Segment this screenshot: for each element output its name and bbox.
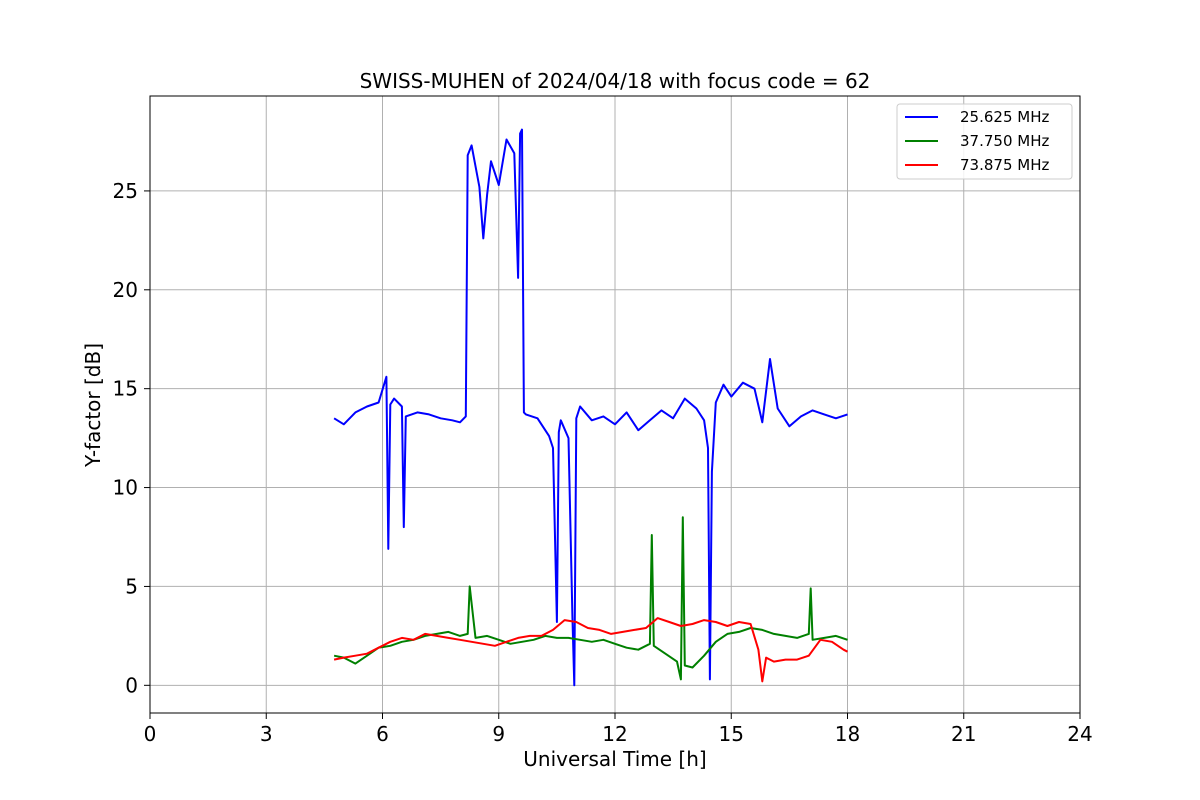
x-tick-label: 24 bbox=[1067, 722, 1092, 746]
x-tick-label: 9 bbox=[492, 722, 505, 746]
y-axis-label: Y-factor [dB] bbox=[81, 343, 105, 468]
legend-frame bbox=[896, 103, 1073, 180]
y-tick-label: 10 bbox=[113, 476, 138, 500]
x-axis-label: Universal Time [h] bbox=[523, 747, 706, 771]
x-axis-ticks: 0 3 6 9 12 15 18 21 24 bbox=[144, 713, 1093, 746]
y-tick-label: 5 bbox=[125, 574, 138, 598]
y-tick-label: 0 bbox=[125, 673, 138, 697]
y-tick-label: 15 bbox=[113, 377, 138, 401]
x-tick-label: 6 bbox=[376, 722, 389, 746]
series-layer bbox=[333, 128, 848, 687]
chart-title: SWISS-MUHEN of 2024/04/18 with focus cod… bbox=[360, 69, 871, 93]
x-tick-label: 3 bbox=[260, 722, 273, 746]
y-tick-label: 25 bbox=[113, 179, 138, 203]
x-tick-label: 21 bbox=[951, 722, 976, 746]
x-tick-label: 18 bbox=[835, 722, 860, 746]
y-axis-ticks: 0 5 10 15 20 25 bbox=[113, 179, 150, 697]
x-tick-label: 0 bbox=[144, 722, 157, 746]
legend-entry-37mhz: 37.750 MHz bbox=[960, 132, 1049, 150]
series-25mhz-line bbox=[333, 128, 848, 687]
legend: 25.625 MHz 37.750 MHz 73.875 MHz bbox=[896, 103, 1073, 180]
y-tick-label: 20 bbox=[113, 278, 138, 302]
legend-entry-25mhz: 25.625 MHz bbox=[960, 108, 1049, 126]
x-tick-label: 15 bbox=[719, 722, 744, 746]
legend-entry-73mhz: 73.875 MHz bbox=[960, 156, 1049, 174]
x-tick-label: 12 bbox=[602, 722, 627, 746]
series-73mhz-line bbox=[333, 617, 848, 683]
